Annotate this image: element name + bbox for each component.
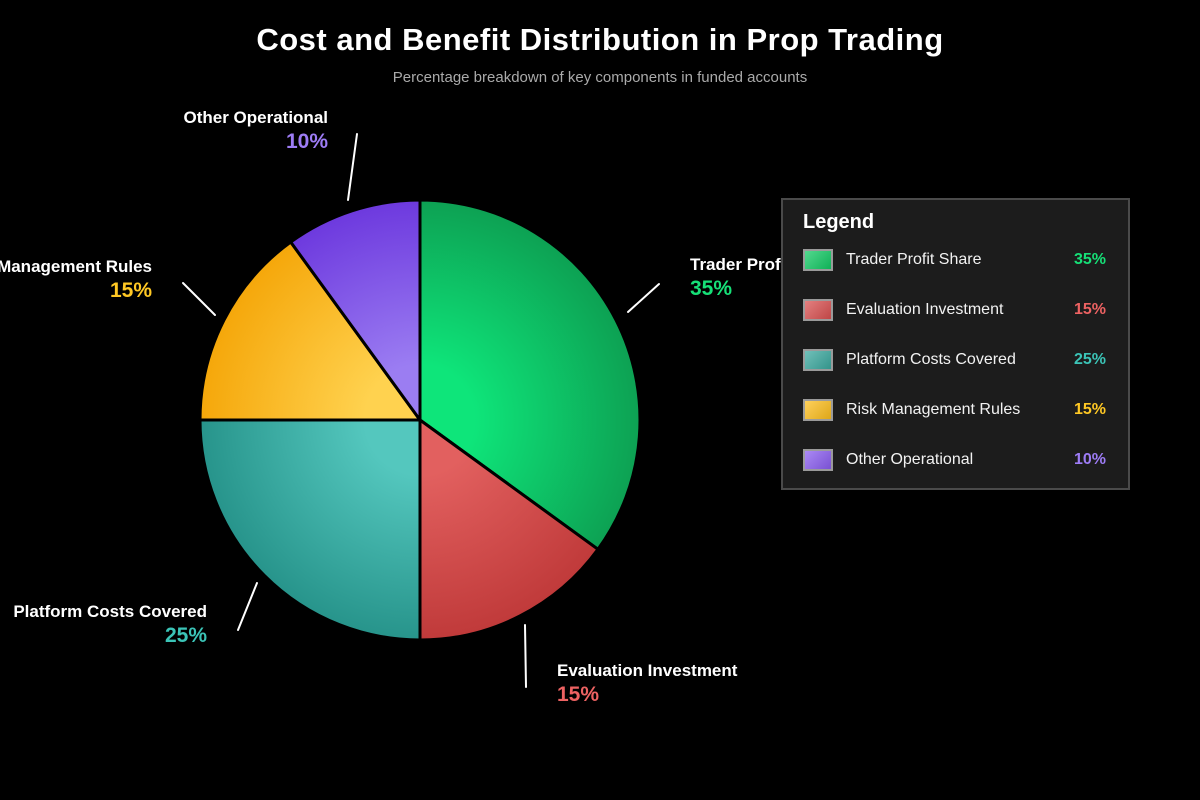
- pie-label-name: Platform Costs Covered: [13, 602, 207, 621]
- legend-item-evaluation-investment: Evaluation Investment 15%: [803, 285, 1106, 335]
- pie-label-name: Risk Management Rules: [0, 257, 152, 276]
- legend-item-percentage: 25%: [1073, 351, 1106, 368]
- pie-label-percentage: 15%: [109, 279, 152, 302]
- legend-item-other-operational: Other Operational 10%: [803, 435, 1106, 485]
- legend-swatch-icon: [803, 349, 833, 371]
- pie-label-name: Other Operational: [183, 108, 328, 127]
- leader-line-other-operational: [347, 133, 358, 201]
- pie-label-name: Evaluation Investment: [557, 661, 738, 680]
- pie-label-platform-costs-covered: Platform Costs Covered 25%: [13, 601, 207, 649]
- legend-swatch-icon: [803, 399, 833, 421]
- legend-item-trader-profit-share: Trader Profit Share 35%: [803, 235, 1106, 285]
- legend-swatch-icon: [803, 249, 833, 271]
- chart-subtitle: Percentage breakdown of key components i…: [392, 69, 808, 86]
- legend-item-platform-costs-covered: Platform Costs Covered 25%: [803, 335, 1106, 385]
- leader-line-trader-profit-share: [627, 283, 660, 313]
- legend-swatch-icon: [803, 299, 833, 321]
- legend-item-percentage: 15%: [1073, 301, 1106, 318]
- legend-item-label: Risk Management Rules: [846, 401, 1021, 418]
- pie-slice-other-operational: [289, 198, 422, 422]
- legend-item-risk-management-rules: Risk Management Rules 15%: [803, 385, 1106, 435]
- pie-label-risk-management-rules: Risk Management Rules 15%: [0, 256, 152, 304]
- leader-line-evaluation-investment: [524, 624, 527, 688]
- pie-slice-platform-costs-covered: [198, 418, 422, 642]
- leader-line-platform-costs-covered: [237, 582, 258, 631]
- pie-slice-evaluation-investment: [418, 418, 600, 642]
- pie-label-evaluation-investment: Evaluation Investment 15%: [557, 660, 737, 708]
- legend-item-label: Evaluation Investment: [846, 301, 1004, 318]
- pie-label-percentage: 10%: [285, 130, 328, 153]
- leader-line-risk-management-rules: [182, 282, 216, 316]
- pie-label-percentage: 15%: [557, 683, 600, 706]
- legend-item-label: Trader Profit Share: [846, 251, 982, 268]
- legend-item-percentage: 35%: [1073, 251, 1106, 268]
- legend-item-percentage: 15%: [1073, 401, 1106, 418]
- pie-slice-trader-profit-share: [418, 198, 642, 551]
- pie-label-percentage: 35%: [690, 277, 733, 300]
- chart-title: Cost and Benefit Distribution in Prop Tr…: [256, 22, 944, 57]
- legend-panel: Legend Trader Profit Share 35% Evaluatio…: [781, 198, 1130, 490]
- pie-label-percentage: 25%: [164, 624, 207, 647]
- legend-title: Legend: [803, 211, 875, 233]
- pie-label-other-operational: Other Operational 10%: [183, 107, 328, 155]
- legend-item-percentage: 10%: [1073, 451, 1106, 468]
- pie-slice-risk-management-rules: [198, 240, 422, 422]
- legend-swatch-icon: [803, 449, 833, 471]
- legend-item-label: Other Operational: [846, 451, 974, 468]
- legend-item-label: Platform Costs Covered: [846, 351, 1016, 368]
